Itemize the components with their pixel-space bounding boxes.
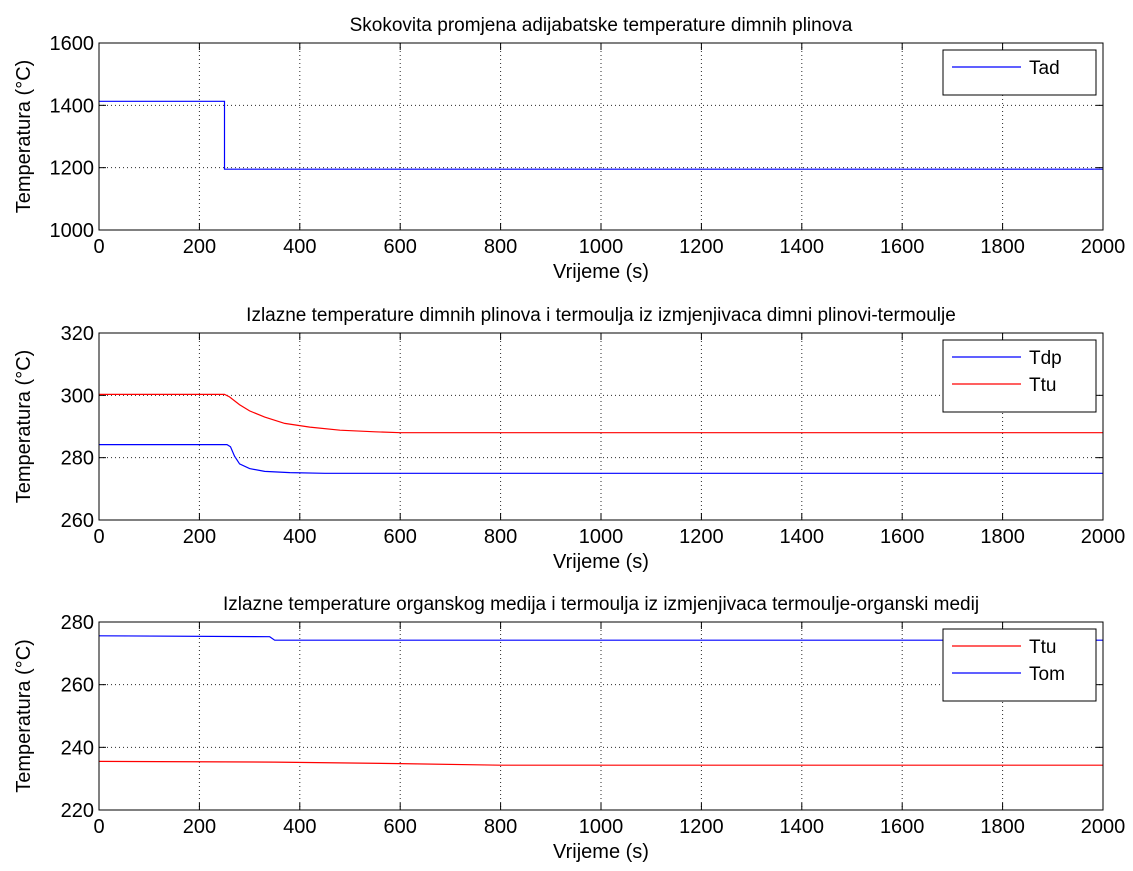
chart-panel-3: 0 200 400 600 800 1000 1200 1400 1600 1800 2000 220… <box>13 594 1125 863</box>
y-axis-label: Temperatura (°C) <box>13 60 35 214</box>
chart-title: Skokovita promjena adijabatske temperatu… <box>350 15 853 36</box>
chart-panel-2: 0 200 400 600 800 1000 1200 1400 1600 1800 2000 260… <box>13 305 1125 573</box>
x-tick-label: 600 <box>384 236 417 258</box>
series-line-tdp <box>99 444 1103 474</box>
chart-panel-1: 0 200 400 600 800 1000 1200 1400 1600 1800 2000 100… <box>13 15 1125 283</box>
x-tick-label: 200 <box>183 236 216 258</box>
chart-title: Izlazne temperature organskog medija i t… <box>223 594 979 615</box>
x-tick-label: 1200 <box>679 526 724 548</box>
series-line-ttu <box>99 393 1103 434</box>
axes-frame <box>98 332 1104 521</box>
x-tick-label: 200 <box>183 526 216 548</box>
x-tick-label: 0 <box>93 526 104 548</box>
legend-label-tdp: Tdp <box>1029 348 1062 369</box>
y-tick-label: 240 <box>61 737 94 759</box>
y-tick-label: 260 <box>61 510 94 532</box>
chart-title: Izlazne temperature dimnih plinova i ter… <box>246 305 956 326</box>
x-tick-label: 1800 <box>980 816 1025 838</box>
x-tick-label: 200 <box>183 816 216 838</box>
legend-label-ttu: Ttu <box>1029 637 1056 658</box>
x-axis-label: Vrijeme (s) <box>553 841 649 863</box>
x-tick-label: 0 <box>93 816 104 838</box>
x-tick-label: 400 <box>283 526 316 548</box>
series-line-tad <box>99 100 1103 170</box>
axes-frame <box>98 621 1104 811</box>
x-tick-label: 2000 <box>1081 816 1126 838</box>
x-tick-label: 2000 <box>1081 526 1126 548</box>
x-tick-label: 600 <box>384 816 417 838</box>
y-tick-label: 280 <box>61 612 94 634</box>
legend: Ttu Tom <box>942 628 1097 702</box>
x-tick-label: 1400 <box>780 526 825 548</box>
x-axis-label: Vrijeme (s) <box>553 261 649 283</box>
x-tick-label: 1000 <box>579 816 624 838</box>
x-tick-label: 800 <box>484 816 517 838</box>
plot-area <box>99 333 1103 520</box>
x-tick-label: 1600 <box>880 816 925 838</box>
y-axis-label: Temperatura (°C) <box>13 350 35 504</box>
y-tick-label: 1000 <box>50 220 95 242</box>
y-tick-label: 220 <box>61 800 94 822</box>
x-tick-label: 800 <box>484 236 517 258</box>
x-tick-label: 1400 <box>780 236 825 258</box>
plot-area <box>99 43 1103 230</box>
y-tick-label: 320 <box>61 323 94 345</box>
x-tick-label: 1800 <box>980 236 1025 258</box>
x-tick-label: 1600 <box>880 236 925 258</box>
axes-frame <box>98 42 1104 231</box>
x-tick-label: 400 <box>283 816 316 838</box>
x-tick-label: 800 <box>484 526 517 548</box>
x-tick-label: 1200 <box>679 816 724 838</box>
legend: Tad <box>942 49 1097 96</box>
x-tick-label: 1000 <box>579 526 624 548</box>
legend-box <box>942 339 1097 413</box>
y-tick-label: 300 <box>61 385 94 407</box>
y-tick-label: 280 <box>61 448 94 470</box>
legend-box <box>942 49 1097 96</box>
y-tick-label: 1200 <box>50 158 95 180</box>
x-axis-label: Vrijeme (s) <box>553 551 649 573</box>
x-tick-label: 2000 <box>1081 236 1126 258</box>
x-tick-label: 1800 <box>980 526 1025 548</box>
x-tick-label: 1200 <box>679 236 724 258</box>
x-tick-label: 1000 <box>579 236 624 258</box>
y-tick-label: 260 <box>61 675 94 697</box>
y-tick-label: 1600 <box>50 33 95 55</box>
x-tick-label: 600 <box>384 526 417 548</box>
x-tick-label: 1400 <box>780 816 825 838</box>
legend-box <box>942 628 1097 702</box>
legend-label-ttu: Ttu <box>1029 375 1056 396</box>
y-axis-label: Temperatura (°C) <box>13 639 35 793</box>
x-tick-label: 1600 <box>880 526 925 548</box>
legend-label-tom: Tom <box>1029 664 1065 685</box>
legend: Tdp Ttu <box>942 339 1097 413</box>
x-tick-label: 0 <box>93 236 104 258</box>
series-line-tom <box>98 635 1103 641</box>
y-tick-label: 1400 <box>50 95 95 117</box>
legend-label-tad: Tad <box>1029 58 1060 79</box>
x-tick-label: 400 <box>283 236 316 258</box>
series-line-ttu <box>98 760 1103 766</box>
